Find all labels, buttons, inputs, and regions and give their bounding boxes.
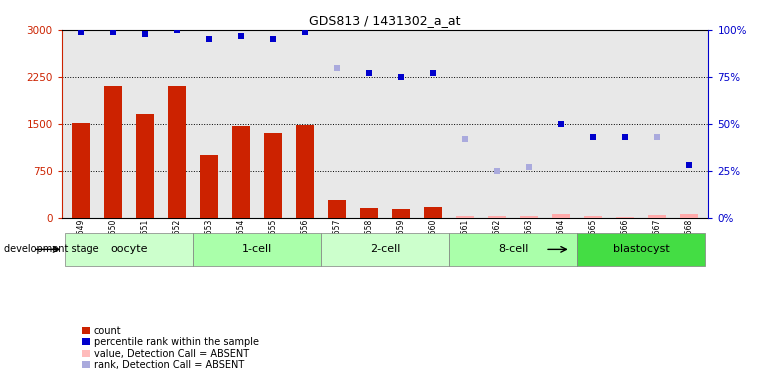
Text: development stage: development stage: [4, 244, 99, 254]
Bar: [72, 123, 89, 218]
Bar: [392, 209, 410, 218]
Bar: [521, 216, 538, 217]
Bar: [200, 155, 218, 218]
Bar: [360, 207, 378, 218]
Bar: [232, 126, 249, 218]
Bar: [321, 232, 449, 266]
Bar: [264, 132, 282, 218]
Bar: [457, 216, 474, 217]
Bar: [296, 125, 313, 217]
Bar: [552, 214, 570, 217]
Bar: [65, 232, 192, 266]
Text: 1-cell: 1-cell: [242, 244, 272, 254]
Legend: count, percentile rank within the sample, value, Detection Call = ABSENT, rank, : count, percentile rank within the sample…: [82, 326, 259, 370]
Bar: [424, 207, 442, 218]
Bar: [578, 232, 705, 266]
Bar: [584, 216, 602, 217]
Bar: [136, 114, 154, 218]
Text: 2-cell: 2-cell: [370, 244, 400, 254]
Text: 8-cell: 8-cell: [498, 244, 528, 254]
Text: oocyte: oocyte: [110, 244, 148, 254]
Bar: [192, 232, 321, 266]
Bar: [488, 216, 506, 217]
Bar: [328, 200, 346, 217]
Bar: [168, 86, 186, 218]
Title: GDS813 / 1431302_a_at: GDS813 / 1431302_a_at: [310, 15, 460, 27]
Bar: [104, 86, 122, 218]
Text: blastocyst: blastocyst: [613, 244, 670, 254]
Bar: [648, 214, 666, 217]
Bar: [449, 232, 578, 266]
Bar: [681, 214, 698, 217]
